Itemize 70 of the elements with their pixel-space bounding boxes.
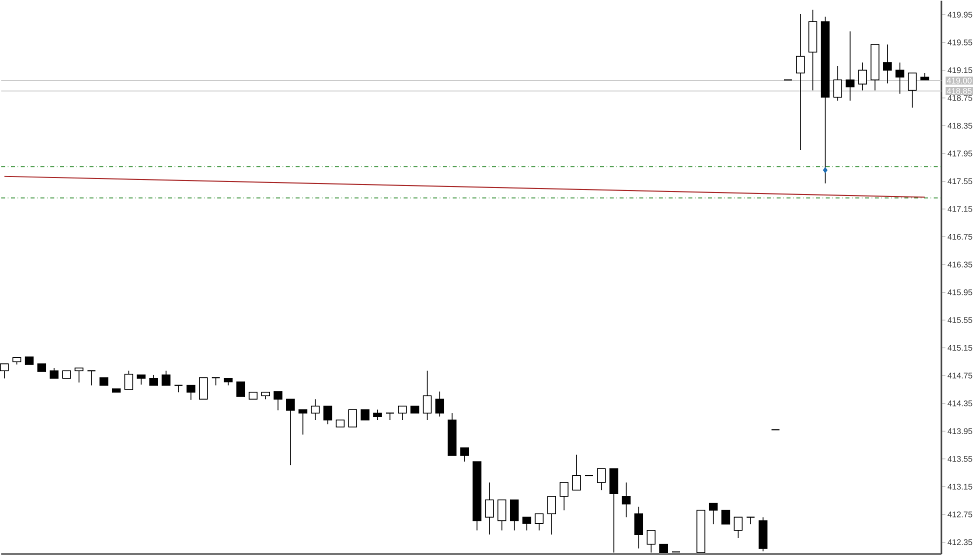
candlestick xyxy=(149,374,158,386)
y-tick-label: 417.95 xyxy=(948,150,972,156)
candlestick xyxy=(124,370,134,390)
candlestick xyxy=(721,510,730,525)
candlestick xyxy=(858,62,867,91)
y-tick-label: 419.95 xyxy=(948,12,972,18)
y-tick-label: 419.15 xyxy=(948,67,972,74)
y-tick-label: 418.35 xyxy=(948,122,972,129)
candlestick xyxy=(286,398,295,466)
candlestick xyxy=(833,66,842,102)
candlestick xyxy=(274,391,282,411)
y-tick-label: 418.75 xyxy=(948,95,972,101)
candlestick xyxy=(174,384,184,393)
y-tick-label: 414.75 xyxy=(948,372,972,378)
y-tick-label: 417.15 xyxy=(948,206,972,212)
candlestick xyxy=(323,406,332,425)
candlestick xyxy=(883,44,892,84)
candlestick xyxy=(534,513,544,531)
candlestick xyxy=(846,30,854,102)
candlestick xyxy=(136,374,146,386)
candlestick xyxy=(522,516,532,531)
candlestick xyxy=(572,454,581,491)
candlestick xyxy=(746,516,756,525)
candlestick xyxy=(50,368,59,379)
candlestick xyxy=(422,370,432,420)
candlestick xyxy=(348,409,358,428)
y-tick-label: 413.55 xyxy=(948,456,972,462)
candlestick xyxy=(734,516,743,538)
candlestick xyxy=(74,368,84,383)
candlestick xyxy=(908,72,917,108)
candlestick xyxy=(236,381,246,397)
y-tick-label: 413.95 xyxy=(948,428,972,434)
y-tick-label: 412.75 xyxy=(948,512,972,518)
candlestick xyxy=(796,14,805,150)
candlestick xyxy=(162,370,170,386)
ref-line-label: 419.00 xyxy=(946,78,972,84)
candlestick xyxy=(435,391,444,417)
candlestick xyxy=(199,377,208,400)
y-tick-label: 413.15 xyxy=(948,484,972,490)
y-tick-label: 415.95 xyxy=(948,289,972,296)
candlestick xyxy=(86,370,96,386)
candlestick xyxy=(895,62,904,94)
candlestick xyxy=(0,363,9,379)
candlestick xyxy=(485,482,494,535)
y-tick-label: 415.15 xyxy=(948,344,972,351)
candlestick xyxy=(385,412,394,420)
y-tick-label: 415.55 xyxy=(948,317,972,323)
candlestick xyxy=(622,482,631,518)
y-tick-label: 419.55 xyxy=(948,40,972,46)
candlestick xyxy=(460,447,469,462)
candlestick xyxy=(646,530,656,554)
candlestick xyxy=(560,482,568,511)
candlestick xyxy=(398,406,407,420)
candlestick xyxy=(373,409,382,420)
candlestick xyxy=(498,499,506,531)
candlestick xyxy=(186,384,196,400)
y-tick-label: 416.75 xyxy=(948,234,972,240)
candlestick xyxy=(510,499,519,531)
candlestick xyxy=(298,409,308,436)
candlestick xyxy=(708,502,718,525)
candlestick xyxy=(360,409,370,420)
candlestick xyxy=(597,468,606,491)
candlestick xyxy=(547,496,556,535)
y-tick-label: 417.55 xyxy=(948,178,972,184)
y-tick-label: 412.35 xyxy=(948,539,972,546)
y-tick-label: 416.35 xyxy=(948,262,972,268)
candlestick xyxy=(310,398,320,420)
ref-line-label: 418.85 xyxy=(946,88,972,94)
y-tick-label: 414.35 xyxy=(948,400,972,406)
candlestick xyxy=(634,506,644,549)
